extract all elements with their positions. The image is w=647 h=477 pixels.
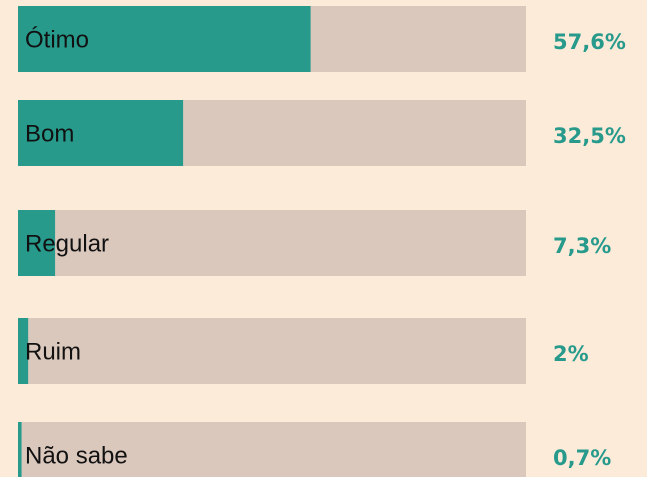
category-label: Ruim [25, 338, 81, 365]
value-label: 7,3% [553, 234, 611, 258]
category-label: Ótimo [25, 26, 89, 53]
value-label: 2% [553, 342, 589, 366]
bar [18, 6, 311, 72]
bar [18, 100, 184, 166]
category-label: Não sabe [25, 442, 128, 469]
bar [18, 422, 22, 477]
bar [18, 318, 29, 384]
value-label: 57,6% [553, 30, 626, 54]
value-label: 32,5% [553, 124, 626, 148]
bar-track [18, 422, 526, 477]
category-label: Regular [25, 230, 109, 257]
category-label: Bom [25, 120, 74, 147]
bar-track [18, 210, 526, 276]
bar [18, 210, 56, 276]
bar-track [18, 318, 526, 384]
value-label: 0,7% [553, 446, 611, 470]
